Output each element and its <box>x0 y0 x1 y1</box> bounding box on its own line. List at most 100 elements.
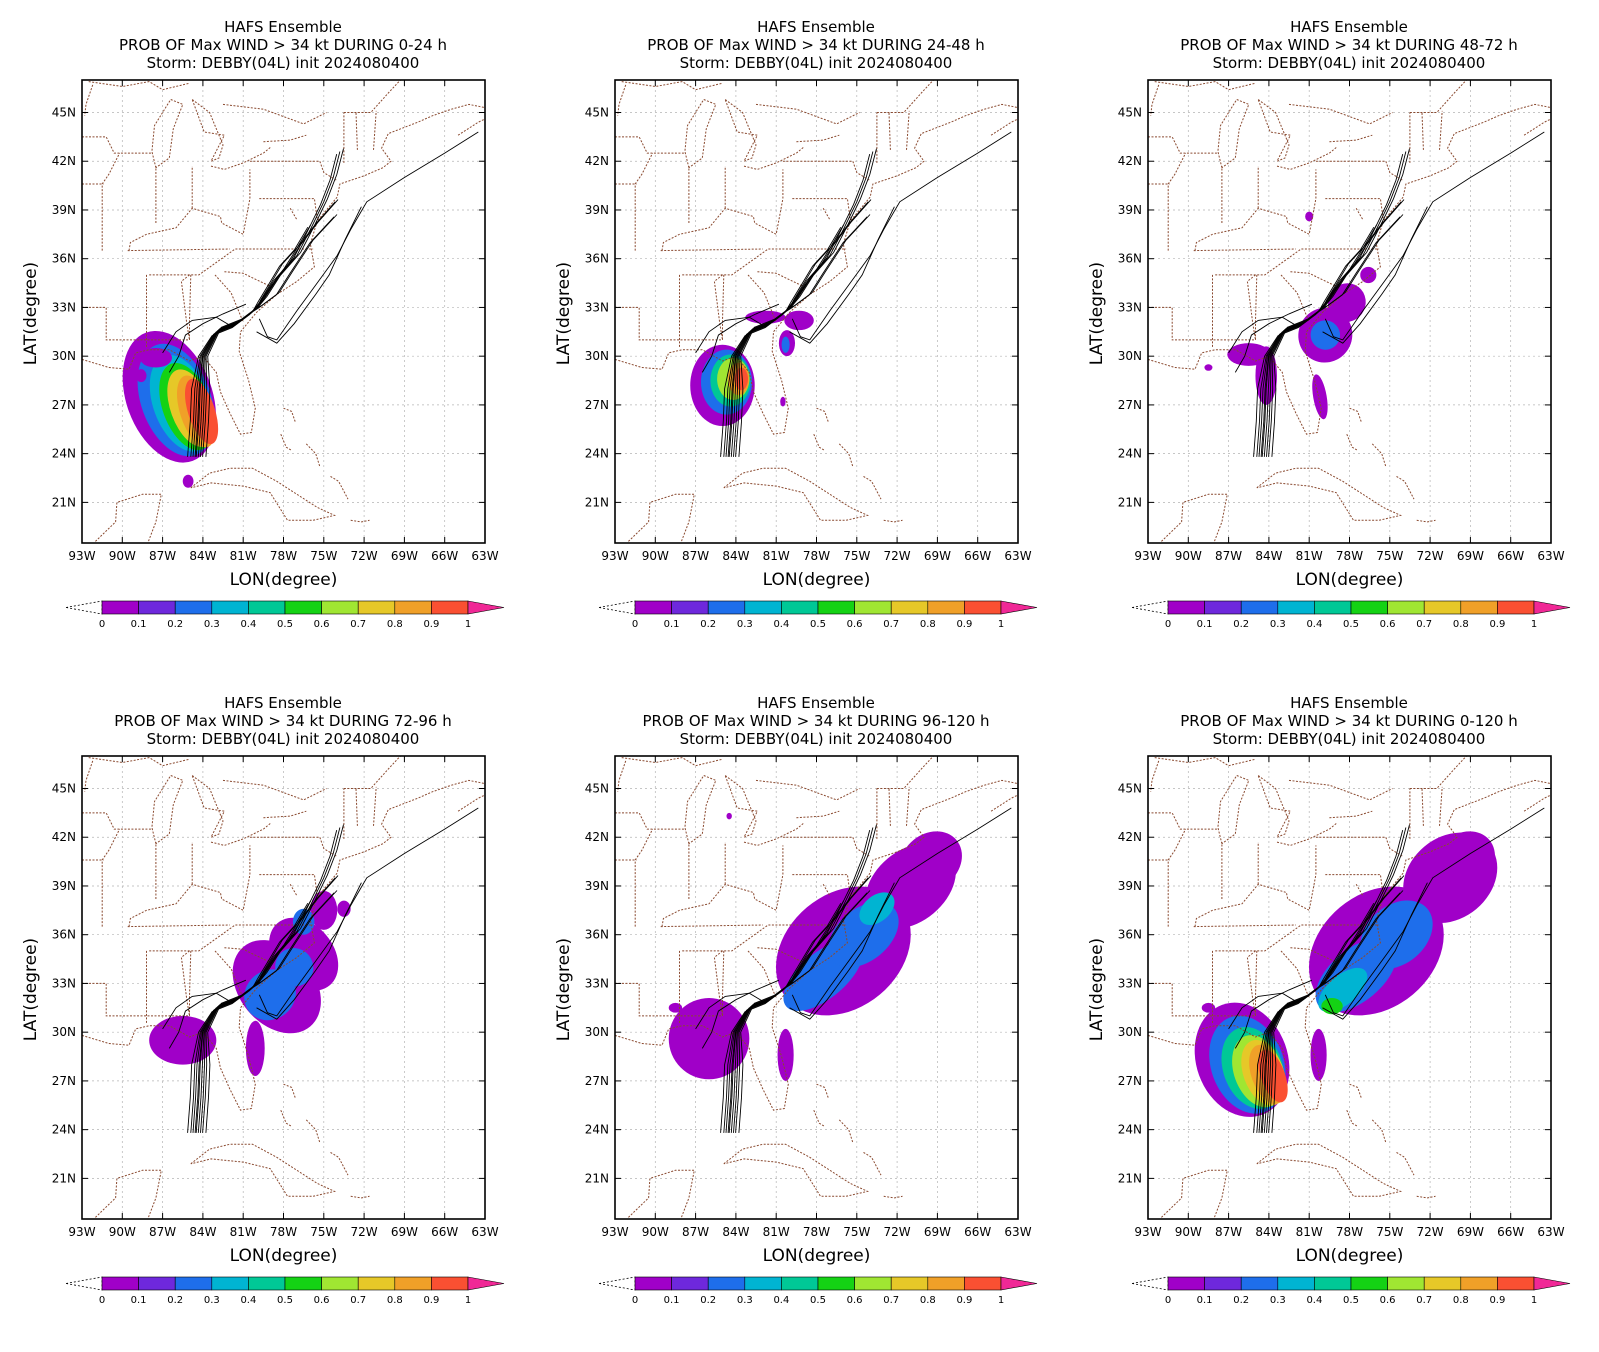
probability-area <box>1310 1028 1327 1081</box>
lat-tick-label: 24N <box>1118 447 1142 461</box>
lat-tick-label: 39N <box>52 203 76 217</box>
y-axis-label: LAT(degree) <box>1087 262 1107 365</box>
lat-tick-label: 27N <box>585 398 609 412</box>
lon-tick-label: 69W <box>391 1225 418 1239</box>
colorbar-label: 0.1 <box>1197 1295 1213 1306</box>
lat-tick-label: 36N <box>52 928 76 942</box>
lon-tick-label: 66W <box>431 1225 458 1239</box>
x-axis-label: LON(degree) <box>763 570 871 590</box>
period-title: PROB OF Max WIND > 34 kt DURING 96-120 h <box>642 712 989 730</box>
lon-tick-label: 63W <box>1537 549 1564 563</box>
lat-tick-label: 45N <box>52 105 76 119</box>
colorbar-label: 0.9 <box>1489 619 1505 630</box>
model-title: HAFS Ensemble <box>1290 18 1408 36</box>
colorbar-label: 0.4 <box>240 619 256 630</box>
lat-tick-label: 21N <box>585 1171 609 1185</box>
lon-tick-label: 87W <box>682 549 709 563</box>
map-panel-0-120h: HAFS Ensemble PROB OF Max WIND > 34 kt DU… <box>1066 676 1599 1352</box>
colorbar-label: 0.5 <box>1343 1295 1359 1306</box>
lat-tick-label: 39N <box>585 203 609 217</box>
lon-tick-label: 75W <box>843 1225 870 1239</box>
colorbar-label: 1 <box>1531 619 1537 630</box>
lon-tick-label: 66W <box>964 549 991 563</box>
probability-area <box>1305 211 1314 222</box>
lat-tick-label: 21N <box>1118 1171 1142 1185</box>
lat-tick-label: 24N <box>585 1123 609 1137</box>
lat-tick-label: 33N <box>585 976 609 990</box>
lon-tick-label: 66W <box>1497 549 1524 563</box>
lon-tick-label: 81W <box>230 1225 257 1239</box>
colorbar-label: 0.5 <box>277 619 293 630</box>
colorbar-label: 0.2 <box>1233 1295 1249 1306</box>
lat-tick-label: 33N <box>585 300 609 314</box>
colorbar-label: 0.6 <box>314 619 330 630</box>
lon-tick-label: 72W <box>351 1225 378 1239</box>
lon-tick-label: 90W <box>109 549 136 563</box>
lon-tick-label: 90W <box>109 1225 136 1239</box>
lon-tick-label: 78W <box>803 549 830 563</box>
colorbar-label: 0.9 <box>956 619 972 630</box>
colorbar-label: 0.6 <box>1380 1295 1396 1306</box>
lon-tick-label: 84W <box>189 1225 216 1239</box>
colorbar-label: 0.4 <box>240 1295 256 1306</box>
ensemble-track <box>1228 316 1299 354</box>
lat-tick-label: 42N <box>52 830 76 844</box>
lon-tick-label: 78W <box>270 549 297 563</box>
probability-area <box>149 1015 217 1065</box>
map-panel-72-96h: HAFS Ensemble PROB OF Max WIND > 34 kt DU… <box>0 676 533 1352</box>
ensemble-track <box>205 824 344 1133</box>
ensemble-track <box>791 807 1012 1017</box>
lat-tick-label: 30N <box>585 349 609 363</box>
lat-tick-label: 39N <box>1118 879 1142 893</box>
colorbar-label: 0 <box>99 619 105 630</box>
lat-tick-label: 27N <box>52 398 76 412</box>
colorbar-label: 0.5 <box>810 619 826 630</box>
ensemble-track <box>202 214 338 457</box>
lon-tick-label: 72W <box>1417 1225 1444 1239</box>
probability-area <box>310 890 338 930</box>
ensemble-track <box>701 979 780 1049</box>
colorbar-label: 0.9 <box>423 1295 439 1306</box>
lon-tick-label: 84W <box>1255 549 1282 563</box>
ensemble-track <box>738 824 877 1133</box>
model-title: HAFS Ensemble <box>1290 694 1408 712</box>
y-axis-label: LAT(degree) <box>21 262 41 365</box>
lon-tick-label: 72W <box>1417 549 1444 563</box>
y-axis-label: LAT(degree) <box>1087 938 1107 1041</box>
colorbar-label: 1 <box>465 619 471 630</box>
colorbar-label: 0.6 <box>314 1295 330 1306</box>
model-title: HAFS Ensemble <box>224 18 342 36</box>
lon-tick-label: 78W <box>270 1225 297 1239</box>
ensemble-track <box>789 882 895 1020</box>
lat-tick-label: 45N <box>1118 781 1142 795</box>
lat-tick-label: 45N <box>585 105 609 119</box>
colorbar-label: 0.1 <box>131 619 147 630</box>
colorbar-label: 0.8 <box>387 619 403 630</box>
ensemble-track <box>1324 807 1545 1017</box>
lon-tick-label: 75W <box>310 549 337 563</box>
colorbar-label: 0.7 <box>1416 619 1432 630</box>
colorbar-label: 0.2 <box>167 1295 183 1306</box>
colorbar-label: 0.1 <box>131 1295 147 1306</box>
probability-area <box>784 310 814 331</box>
lat-tick-label: 36N <box>1118 928 1142 942</box>
model-title: HAFS Ensemble <box>757 694 875 712</box>
ensemble-track <box>1234 303 1313 373</box>
lat-tick-label: 33N <box>52 300 76 314</box>
probability-area <box>1312 374 1328 420</box>
probability-area <box>668 1002 683 1013</box>
lon-tick-label: 69W <box>1457 549 1484 563</box>
lat-tick-label: 30N <box>1118 349 1142 363</box>
colorbar-label: 0.1 <box>664 619 680 630</box>
lon-tick-label: 69W <box>924 1225 951 1239</box>
lon-tick-label: 78W <box>1336 1225 1363 1239</box>
colorbar-label: 0.8 <box>920 619 936 630</box>
lat-tick-label: 27N <box>1118 1074 1142 1088</box>
lat-tick-label: 42N <box>585 154 609 168</box>
ensemble-track <box>195 151 341 457</box>
lon-tick-label: 75W <box>843 549 870 563</box>
colorbar: 0 0.1 0.2 0.3 0.4 0.5 0.6 0.7 0.8 0.9 1 <box>598 1276 1038 1306</box>
lat-tick-label: 39N <box>1118 203 1142 217</box>
ensemble-track <box>1322 206 1428 344</box>
colorbar-label: 0.7 <box>1416 1295 1432 1306</box>
